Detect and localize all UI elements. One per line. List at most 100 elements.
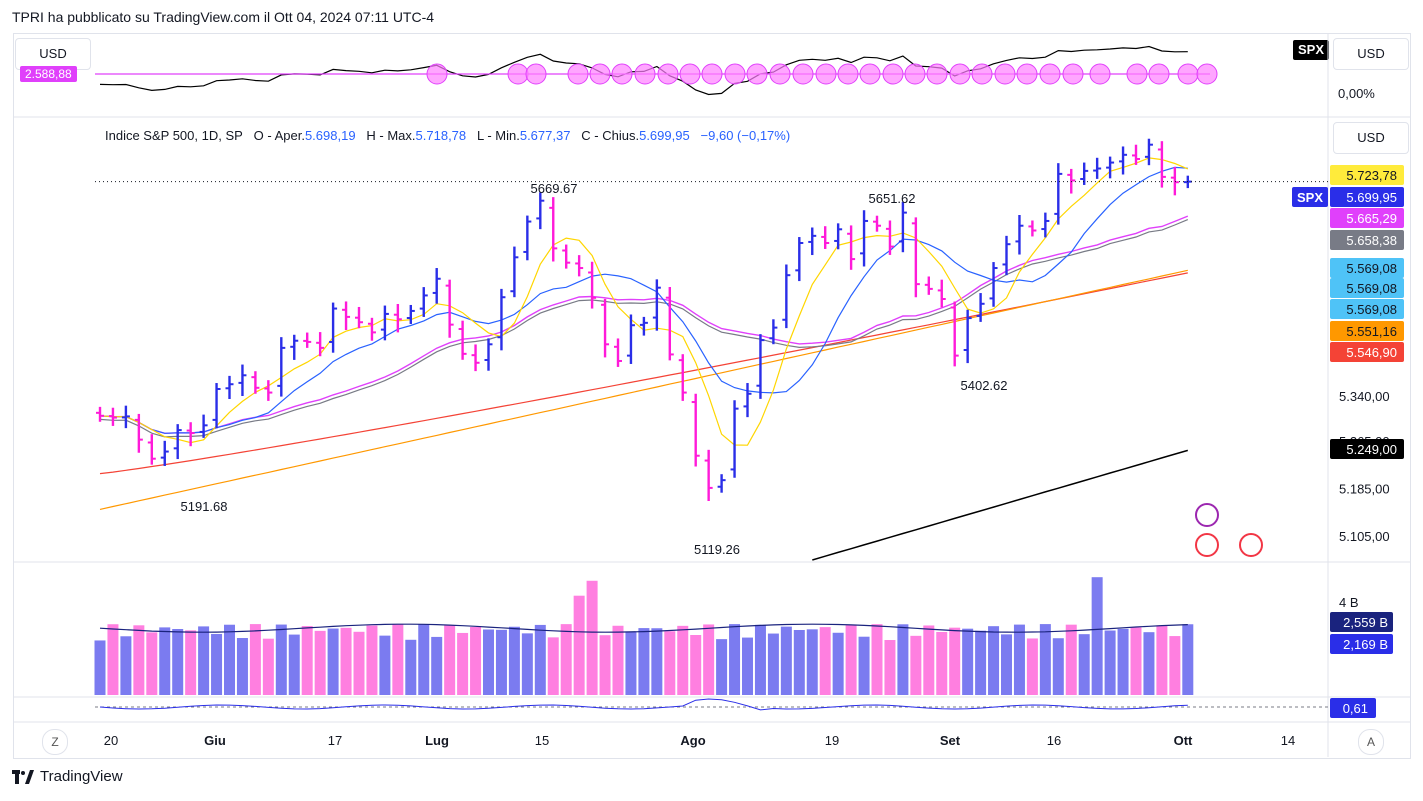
signal-bubble: [1016, 63, 1038, 85]
time-axis-label: 16: [1047, 733, 1061, 748]
signal-bubble: [1196, 63, 1218, 85]
volume-bar: [120, 636, 132, 695]
volume-bar: [301, 626, 313, 695]
price-tag-label: 5.551,16: [1346, 324, 1397, 339]
signal-bubble: [859, 63, 881, 85]
chart-frame: [13, 33, 1411, 759]
volume-bar: [1104, 630, 1116, 695]
volume-bar: [379, 635, 391, 695]
signal-bubble: [634, 63, 656, 85]
volume-bar: [767, 633, 779, 695]
volume-bar: [431, 636, 443, 695]
volume-bar: [1065, 624, 1077, 695]
volume-bar: [599, 635, 611, 695]
signal-bubble: [1177, 63, 1199, 85]
top-symbol-tag: SPX: [1293, 40, 1330, 60]
volume-bar: [612, 625, 624, 695]
price-tag-bg: [1330, 342, 1404, 362]
price-tag-bg: [1330, 208, 1404, 228]
us-flag-icon: [1239, 533, 1263, 557]
volume-bar: [470, 626, 482, 695]
volume-bar: [159, 627, 171, 695]
volume-bar: [1039, 624, 1051, 695]
volume-tag-bg: [1330, 634, 1393, 654]
price-tag-label: 5.569,08: [1346, 281, 1397, 296]
volume-bar: [495, 629, 507, 695]
signal-bubble: [882, 63, 904, 85]
signal-bubble: [792, 63, 814, 85]
signal-bubble: [525, 63, 547, 85]
volume-bar: [366, 625, 378, 695]
brand-name: TradingView: [40, 768, 123, 785]
volume-bar: [897, 624, 909, 695]
signal-bubble: [994, 63, 1016, 85]
legend-low: 5.677,37: [519, 128, 571, 143]
signal-bubble: [567, 63, 589, 85]
time-axis-label: Ott: [1174, 733, 1193, 748]
z-button[interactable]: Z: [42, 729, 68, 755]
volume-bar: [211, 633, 223, 695]
volume-bar: [806, 629, 818, 695]
volume-bar: [327, 628, 339, 695]
volume-bar: [729, 624, 741, 695]
volume-bar: [845, 625, 857, 695]
volume-bar: [249, 624, 261, 695]
volume-bar: [288, 634, 300, 695]
symbol-tag-bg: [1292, 187, 1328, 207]
volume-bar: [94, 640, 106, 695]
price-tag-label: 5.569,08: [1346, 302, 1397, 317]
top-right-currency-button[interactable]: USD: [1333, 38, 1409, 70]
time-axis-label: Ago: [680, 733, 705, 748]
volume-bar: [586, 580, 598, 695]
volume-bar: [521, 633, 533, 695]
volume-ma-line: [99, 623, 1188, 633]
signal-bubble: [1148, 63, 1170, 85]
signal-bubble: [426, 63, 448, 85]
time-axis-label: 17: [328, 733, 342, 748]
legend-open: 5.698,19: [304, 128, 356, 143]
volume-bar: [146, 632, 158, 695]
us-flag-icon: [1195, 533, 1219, 557]
signal-bubble: [1039, 63, 1061, 85]
volume-bar: [1052, 638, 1064, 695]
price-legend: Indice S&P 500, 1D, SP O - Aper.5.698,19…: [105, 128, 790, 143]
volume-bar: [780, 626, 792, 695]
volume-bar: [962, 628, 974, 695]
volume-bar: [936, 631, 948, 695]
volume-bar: [988, 626, 1000, 695]
volume-bar: [884, 640, 896, 695]
volume-bar: [910, 635, 922, 695]
signal-bubble: [701, 63, 723, 85]
price-tag-label: 5.249,00: [1346, 442, 1397, 457]
volume-axis-top: 4 B: [1339, 595, 1359, 610]
time-axis-label: Lug: [425, 733, 449, 748]
signal-bubble: [746, 63, 768, 85]
price-annotation: 5651.62: [869, 191, 916, 206]
volume-bar: [1078, 634, 1090, 695]
price-annotation: 5119.26: [694, 542, 740, 557]
price-tag-bg: [1330, 258, 1404, 278]
a-button[interactable]: A: [1358, 729, 1384, 755]
volume-bar: [625, 631, 637, 695]
top-left-value-tag: 2.588,88: [20, 66, 77, 82]
time-axis-label: Giu: [204, 733, 226, 748]
volume-bar: [1182, 624, 1194, 695]
volume-bar: [224, 624, 235, 695]
volume-bar: [262, 638, 274, 695]
price-annotation: 5669.67: [531, 181, 578, 196]
ma-50-line: [99, 272, 1188, 475]
volume-bar: [534, 624, 546, 695]
volume-bar: [107, 624, 119, 695]
volume-bar: [742, 637, 753, 695]
signal-bubble: [815, 63, 837, 85]
price-tag-label: 5.723,78: [1346, 168, 1397, 183]
ma-200-line: [812, 449, 1189, 561]
main-currency-button[interactable]: USD: [1333, 122, 1409, 154]
top-currency-button[interactable]: USD: [15, 38, 91, 70]
volume-bar: [236, 638, 248, 695]
tradingview-logo[interactable]: TradingView: [12, 768, 123, 785]
volume-bar: [353, 631, 365, 695]
volume-bar: [508, 626, 520, 695]
price-tag-bg: [1330, 230, 1404, 250]
